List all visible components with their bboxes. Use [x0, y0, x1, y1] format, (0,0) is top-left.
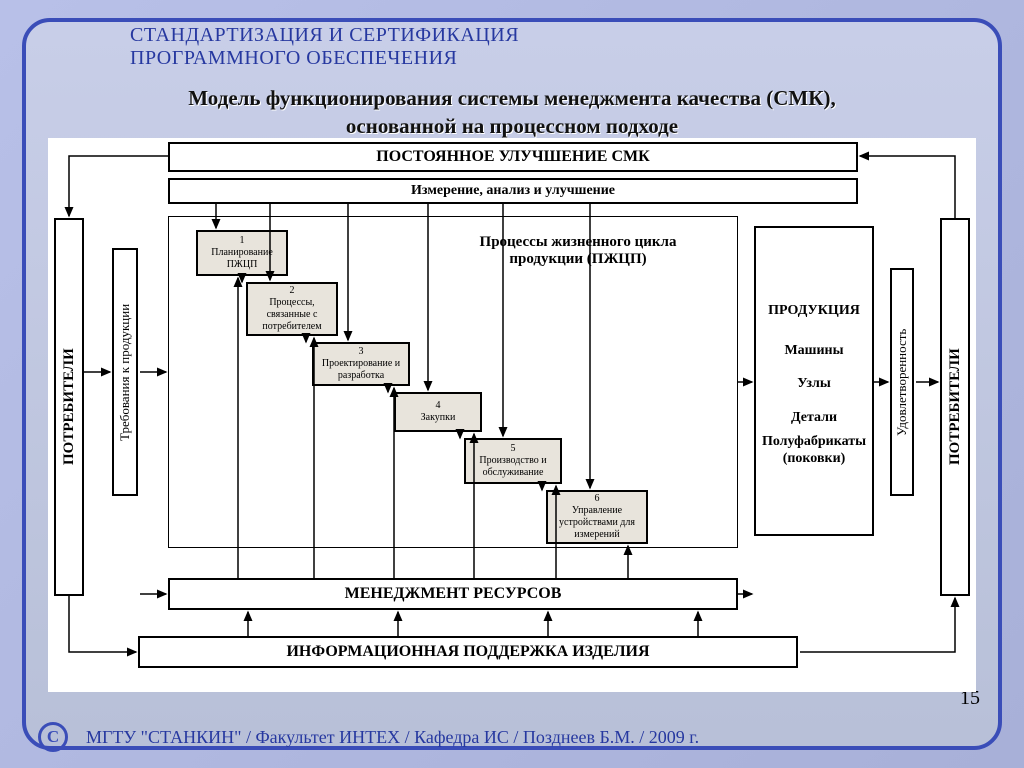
title-line-1: Модель функционирования системы менеджме…: [0, 84, 1024, 112]
box-consumers-left: ПОТРЕБИТЕЛИ: [54, 218, 84, 596]
qms-diagram: ПОСТОЯННОЕ УЛУЧШЕНИЕ СМК Измерение, анал…: [48, 138, 976, 692]
box-consumers-right: ПОТРЕБИТЕЛИ: [940, 218, 970, 596]
copyright-badge: C: [38, 722, 68, 752]
box-resource-mgmt: МЕНЕДЖМЕНТ РЕСУРСОВ: [168, 578, 738, 610]
step-6: 6 Управление устройствами для измерений: [546, 490, 648, 544]
box-requirements: Требования к продукции: [112, 248, 138, 496]
step-1: 1 Планирование ПЖЦП: [196, 230, 288, 276]
header-line-1: СТАНДАРТИЗАЦИЯ И СЕРТИФИКАЦИЯ: [130, 24, 519, 47]
step-2: 2 Процессы, связанные с потребителем: [246, 282, 338, 336]
title-line-2: основанной на процессном подходе: [0, 112, 1024, 140]
step-5: 5 Производство и обслуживание: [464, 438, 562, 484]
slide-title: Модель функционирования системы менеджме…: [0, 84, 1024, 141]
box-continuous-improvement: ПОСТОЯННОЕ УЛУЧШЕНИЕ СМК: [168, 142, 858, 172]
box-measurement: Измерение, анализ и улучшение: [168, 178, 858, 204]
box-satisfaction: Удовлетворенность: [890, 268, 914, 496]
header-line-2: ПРОГРАММНОГО ОБЕСПЕЧЕНИЯ: [130, 47, 519, 70]
box-products: ПРОДУКЦИЯ Машины Узлы Детали Полуфабрика…: [754, 226, 874, 536]
slide-footer: МГТУ "СТАНКИН" / Факультет ИНТЕХ / Кафед…: [86, 727, 699, 748]
step-3: 3 Проектирование и разработка: [312, 342, 410, 386]
box-info-support: ИНФОРМАЦИОННАЯ ПОДДЕРЖКА ИЗДЕЛИЯ: [138, 636, 798, 668]
step-4: 4 Закупки: [394, 392, 482, 432]
slide-header: СТАНДАРТИЗАЦИЯ И СЕРТИФИКАЦИЯ ПРОГРАММНО…: [130, 24, 519, 70]
